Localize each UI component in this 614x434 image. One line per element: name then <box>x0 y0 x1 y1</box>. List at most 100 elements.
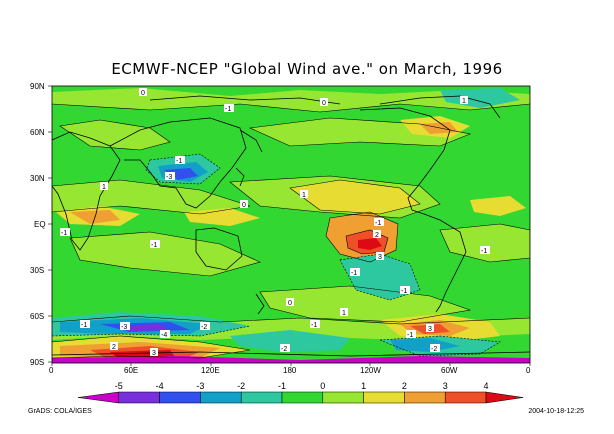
svg-text:-2: -2 <box>201 324 207 331</box>
contour-label: -4 <box>160 330 170 339</box>
colorbar-tick-label: 2 <box>402 381 407 391</box>
contour-label: -1 <box>224 104 234 113</box>
svg-text:1: 1 <box>462 98 466 105</box>
contour-label: -1 <box>310 320 320 329</box>
map-title: ECMWF-NCEP "Global Wind ave." on March, … <box>111 60 503 78</box>
colorbar-tick-label: -2 <box>237 381 245 391</box>
svg-text:3: 3 <box>428 326 432 333</box>
svg-text:-4: -4 <box>161 332 167 339</box>
footer-timestamp: 2004-10-18-12:25 <box>528 408 584 415</box>
svg-text:0: 0 <box>322 100 326 107</box>
contour-label: 1 <box>460 96 468 105</box>
svg-text:-1: -1 <box>176 158 182 165</box>
svg-text:-1: -1 <box>375 220 381 227</box>
colorbar-tick-label: 3 <box>443 381 448 391</box>
colorbar-swatch <box>77 391 120 404</box>
svg-text:0: 0 <box>141 90 145 97</box>
svg-text:-3: -3 <box>166 174 172 181</box>
contour-lines <box>52 103 530 359</box>
colorbar-swatch <box>159 391 201 404</box>
negative-region <box>52 356 530 363</box>
svg-text:1: 1 <box>102 184 106 191</box>
longitude-axis: 0 60E 120E 180 120W 60W 0 <box>49 363 531 375</box>
contour-label: -1 <box>350 268 360 277</box>
contour-label: -1 <box>480 246 490 255</box>
colorbar-swatch <box>240 391 283 404</box>
contour-label: 3 <box>150 348 158 357</box>
lat-label: 60N <box>30 128 45 137</box>
colorbar-tick-label: -1 <box>278 381 286 391</box>
lat-label: 90N <box>30 82 45 91</box>
contour-label: -1 <box>374 218 384 227</box>
lon-label: 180 <box>283 366 297 375</box>
positive-region <box>260 286 470 322</box>
lat-label: 30S <box>30 266 44 275</box>
lon-label: 120E <box>201 366 220 375</box>
svg-text:-1: -1 <box>481 248 487 255</box>
svg-text:3: 3 <box>152 350 156 357</box>
svg-text:0: 0 <box>288 300 292 307</box>
positive-region <box>184 208 260 226</box>
svg-text:-1: -1 <box>151 242 157 249</box>
colorbar-swatch <box>404 391 446 404</box>
negative-region <box>390 338 460 352</box>
svg-text:1: 1 <box>302 192 306 199</box>
svg-text:3: 3 <box>378 254 382 261</box>
colorbar-swatch <box>444 391 487 404</box>
colorbar-swatch <box>118 391 160 404</box>
contour-label: 1 <box>340 308 348 317</box>
contour-label: -2 <box>200 322 210 331</box>
contour-label: 1 <box>300 190 308 199</box>
negative-region <box>164 168 198 180</box>
svg-text:-1: -1 <box>401 288 407 295</box>
colorbar-swatch <box>281 391 324 404</box>
positive-region <box>60 120 170 150</box>
contour-label: -1 <box>60 228 70 237</box>
svg-text:-1: -1 <box>311 322 317 329</box>
contour-label: -3 <box>120 322 130 331</box>
colorbar-swatch <box>322 391 364 404</box>
contour-label: -1 <box>80 320 90 329</box>
contour-label: 0 <box>286 298 294 307</box>
lon-label: 0 <box>49 366 54 375</box>
positive-region <box>470 196 526 216</box>
positive-region <box>440 224 530 262</box>
contour-labels: 0 -1 0 -1 -3 1 1 -1 2 3 -1 -1 -1 0 1 -1 … <box>60 88 490 357</box>
colorbar: -5 -4 -3 -2 -1 0 1 2 3 4 <box>77 381 524 404</box>
contour-label: -1 <box>400 286 410 295</box>
negative-region <box>120 324 168 331</box>
contour-label: 2 <box>110 342 118 351</box>
contour-label: -2 <box>280 344 290 353</box>
colorbar-tick-label: -4 <box>156 381 164 391</box>
lon-label: 0 <box>526 366 531 375</box>
contour-label: 0 <box>240 200 248 209</box>
svg-text:-1: -1 <box>407 332 413 339</box>
svg-text:-2: -2 <box>281 346 287 353</box>
contour-label: 0 <box>320 98 328 107</box>
positive-region <box>358 238 382 250</box>
contour-label: 2 <box>373 230 381 239</box>
svg-text:-1: -1 <box>225 106 231 113</box>
svg-text:-3: -3 <box>121 324 127 331</box>
lat-label: EQ <box>34 220 46 229</box>
svg-text:-2: -2 <box>431 346 437 353</box>
contour-label: 1 <box>100 182 108 191</box>
colorbar-swatch <box>200 391 242 404</box>
contour-label: -3 <box>165 172 175 181</box>
svg-text:-1: -1 <box>61 230 67 237</box>
contour-label: 3 <box>376 252 384 261</box>
lon-label: 60E <box>124 366 138 375</box>
negative-region <box>230 330 350 352</box>
svg-text:0: 0 <box>242 202 246 209</box>
svg-text:-1: -1 <box>351 270 357 277</box>
map-field: 0 -1 0 -1 -3 1 1 -1 2 3 -1 -1 -1 0 1 -1 … <box>52 86 530 363</box>
contour-label: 3 <box>426 324 434 333</box>
lat-label: 30N <box>30 174 45 183</box>
latitude-axis: 90N 60N 30N EQ 30S 60S 90S <box>30 82 52 367</box>
footer-software: GrADS: COLA/IGES <box>28 408 92 415</box>
coastlines <box>52 95 530 357</box>
colorbar-swatch <box>485 391 524 404</box>
svg-text:2: 2 <box>112 344 116 351</box>
svg-text:2: 2 <box>375 232 379 239</box>
